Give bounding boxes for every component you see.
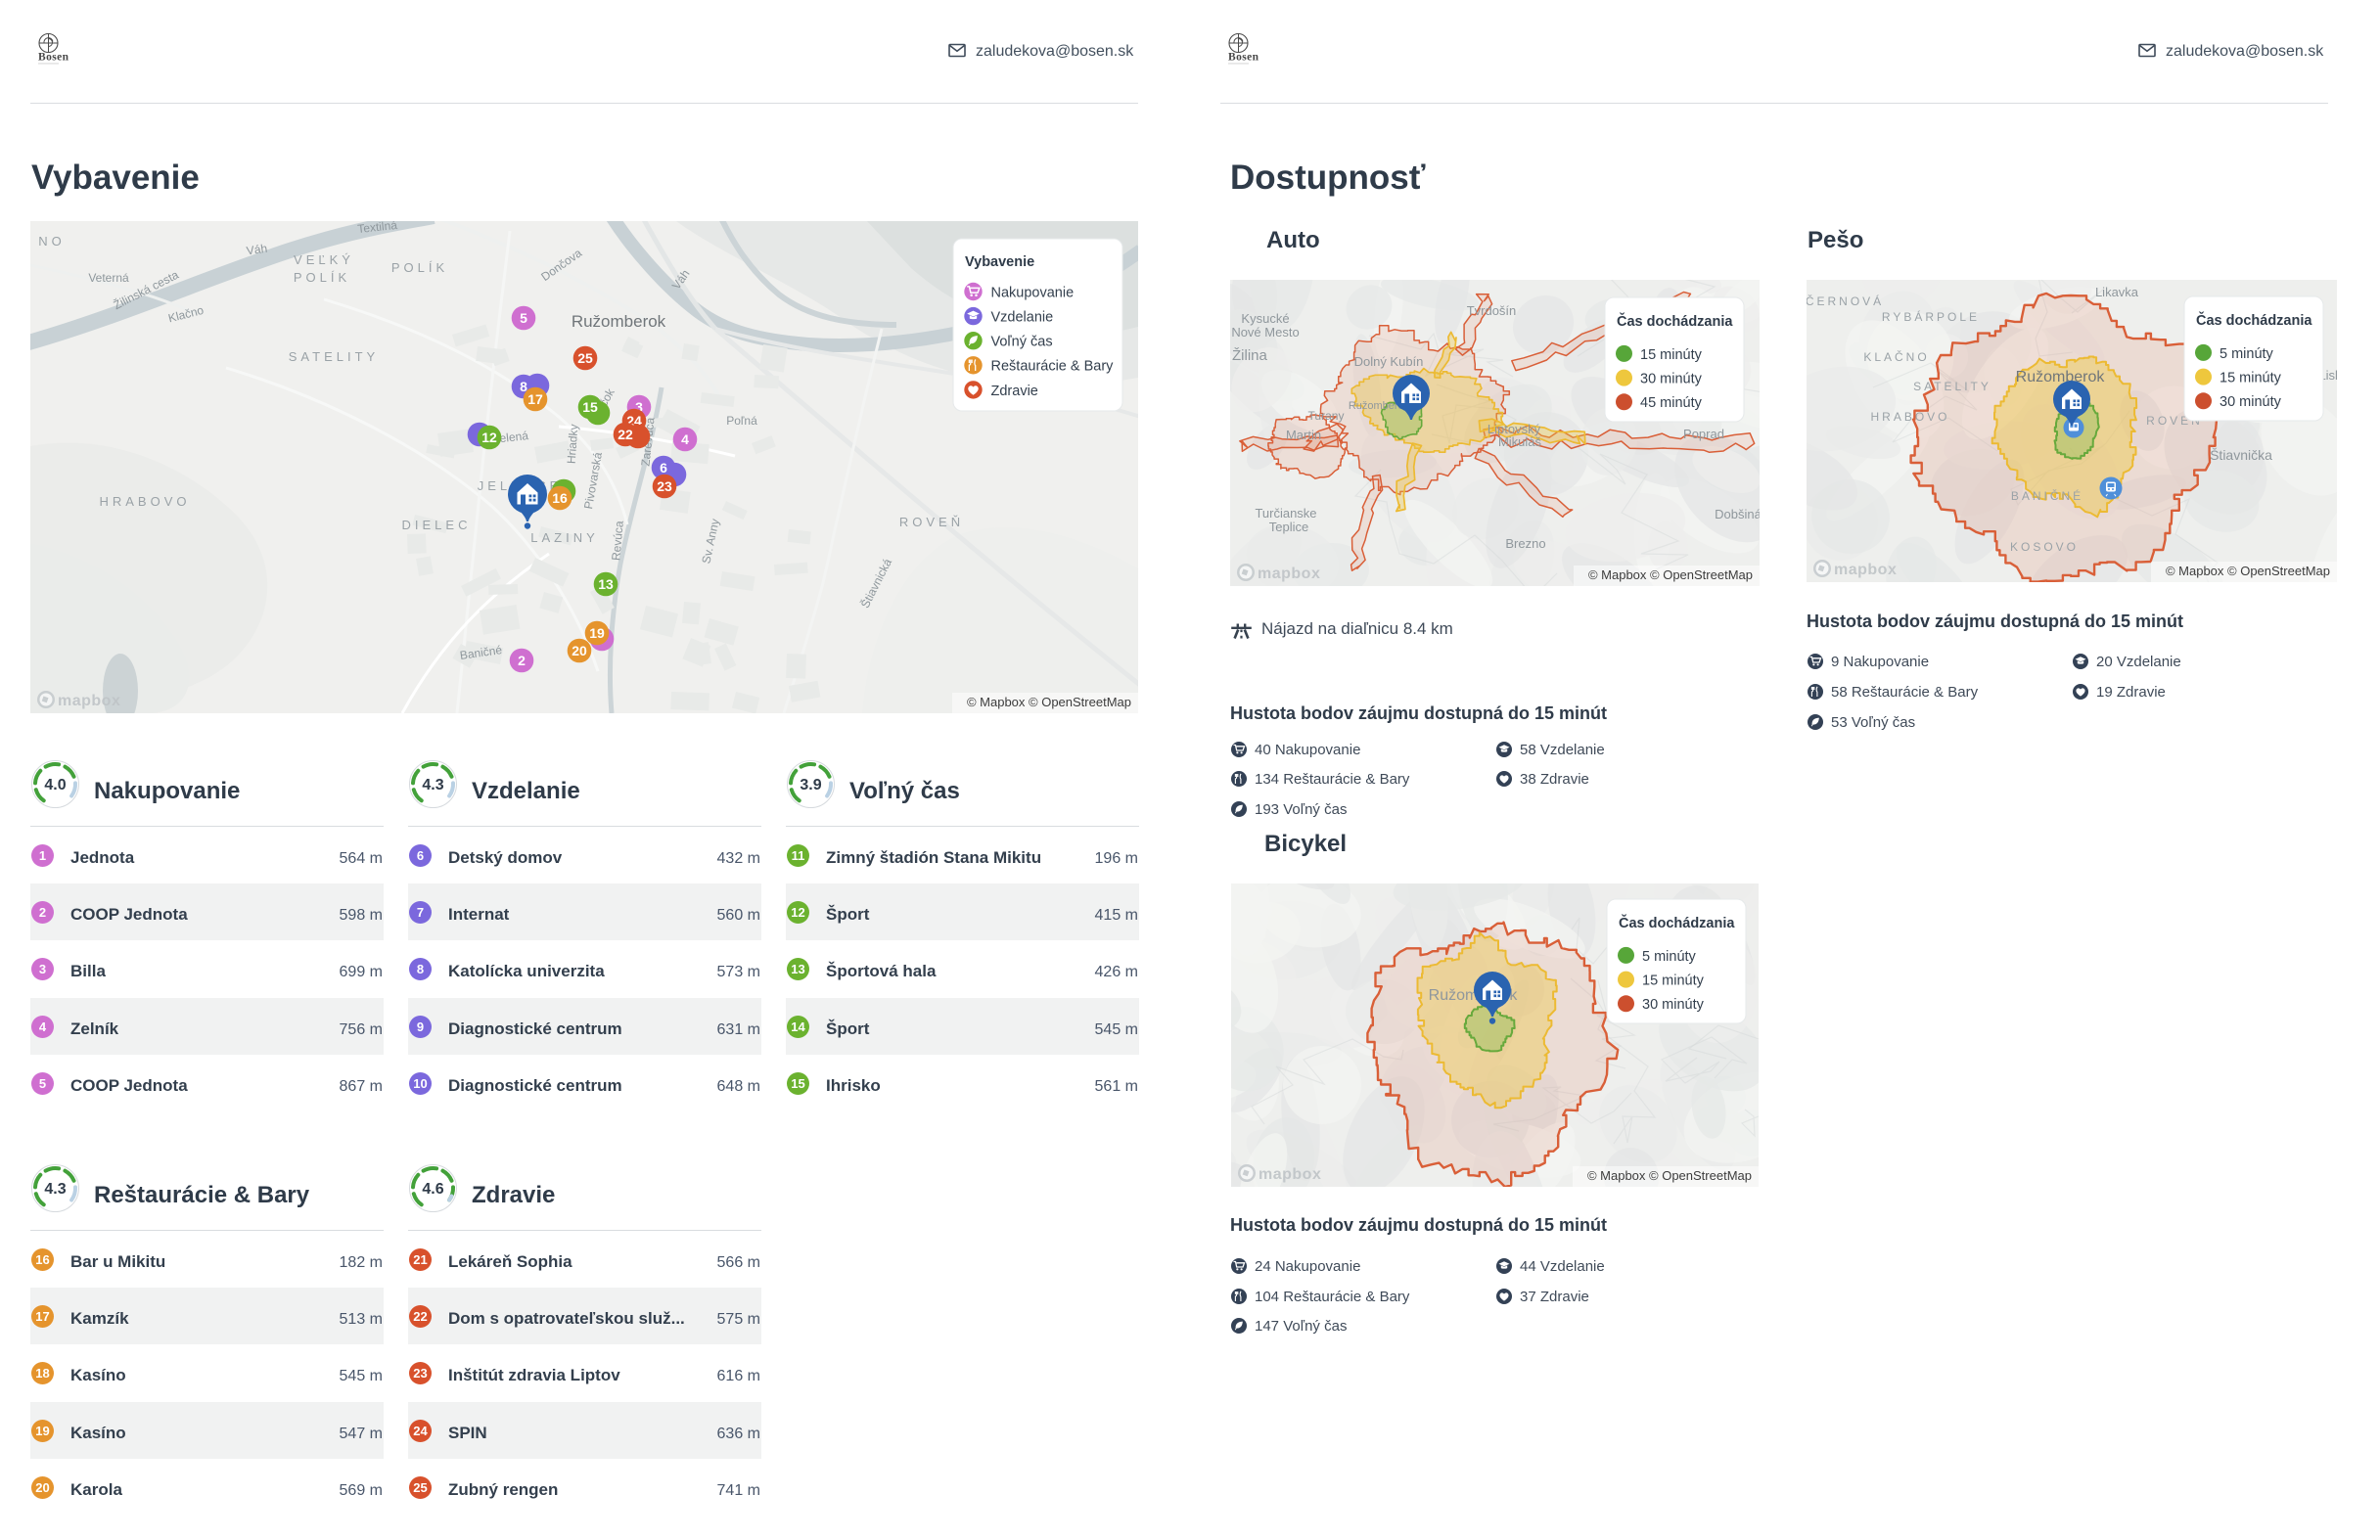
svg-text:Dolný Kubín: Dolný Kubín	[1354, 354, 1424, 369]
svg-text:3: 3	[635, 399, 643, 415]
svg-text:Veterná: Veterná	[88, 271, 129, 285]
svg-text:RYBÁRPOLE: RYBÁRPOLE	[1882, 309, 1980, 324]
svg-text:4.3: 4.3	[44, 1181, 66, 1198]
svg-text:Zelená: Zelená	[492, 429, 529, 446]
svg-text:ČERNOVÁ: ČERNOVÁ	[1807, 294, 1884, 308]
svg-text:Teplice: Teplice	[1269, 520, 1308, 534]
svg-text:3.9: 3.9	[800, 777, 821, 793]
svg-text:17: 17	[527, 391, 543, 407]
svg-text:8: 8	[520, 379, 527, 394]
svg-text:4.6: 4.6	[422, 1181, 443, 1198]
svg-text:5 minúty: 5 minúty	[2220, 346, 2274, 362]
svg-text:Baničné: Baničné	[459, 643, 503, 662]
svg-text:30 minúty: 30 minúty	[1640, 372, 1703, 387]
svg-text:Hriadky: Hriadky	[565, 424, 581, 465]
svg-text:Zdravie: Zdravie	[991, 384, 1038, 399]
svg-text:4.0: 4.0	[44, 777, 66, 793]
svg-text:Revúca: Revúca	[609, 520, 626, 561]
svg-text:Ružomberok: Ružomberok	[2016, 369, 2106, 385]
svg-text:Liptovský: Liptovský	[1488, 422, 1541, 436]
svg-text:Čas dochádzania: Čas dochádzania	[2196, 311, 2312, 329]
svg-text:BANIČNÉ: BANIČNÉ	[2011, 488, 2083, 503]
svg-text:mapbox: mapbox	[1259, 1166, 1321, 1183]
svg-text:20: 20	[572, 643, 587, 658]
svg-text:mapbox: mapbox	[1834, 562, 1897, 578]
svg-text:mapbox: mapbox	[58, 693, 120, 709]
svg-text:Bosen: Bosen	[1228, 52, 1259, 64]
svg-text:Voľný čas: Voľný čas	[991, 335, 1053, 350]
svg-text:Váh: Váh	[246, 242, 268, 258]
svg-text:KLAČNO: KLAČNO	[1863, 349, 1929, 364]
svg-text:Reštaurácie & Bary: Reštaurácie & Bary	[991, 359, 1115, 375]
svg-text:12: 12	[481, 430, 497, 445]
svg-text:Dobšiná: Dobšiná	[1715, 507, 1760, 521]
svg-text:Mikuláš: Mikuláš	[1498, 434, 1542, 449]
svg-text:Poprad: Poprad	[1683, 427, 1724, 441]
svg-text:16: 16	[552, 490, 568, 506]
svg-text:4: 4	[681, 431, 689, 447]
svg-text:19: 19	[589, 625, 605, 641]
svg-text:45 minúty: 45 minúty	[1640, 395, 1703, 411]
svg-text:Tvrdošín: Tvrdošín	[1467, 303, 1517, 318]
svg-text:25: 25	[577, 350, 593, 366]
svg-text:KOSOVO: KOSOVO	[2010, 540, 2079, 554]
svg-text:Poľná: Poľná	[726, 414, 757, 428]
svg-text:15 minúty: 15 minúty	[1642, 974, 1705, 989]
svg-text:VEĽKÝ: VEĽKÝ	[294, 252, 354, 267]
svg-text:30 minúty: 30 minúty	[1642, 997, 1705, 1013]
svg-text:Turany: Turany	[1308, 409, 1345, 423]
svg-text:Brezno: Brezno	[1505, 536, 1545, 551]
svg-text:Turčianske: Turčianske	[1255, 506, 1316, 521]
svg-text:HRABOVO: HRABOVO	[1870, 410, 1949, 424]
svg-text:DIELEC: DIELEC	[402, 518, 472, 532]
svg-text:15 minúty: 15 minúty	[1640, 347, 1703, 363]
svg-text:NO: NO	[38, 234, 66, 249]
svg-text:Kysucké: Kysucké	[1241, 311, 1289, 326]
svg-text:Likavka: Likavka	[2095, 285, 2139, 299]
svg-text:Textilná: Textilná	[357, 221, 398, 236]
svg-text:mapbox: mapbox	[1258, 566, 1320, 582]
svg-text:SATELITY: SATELITY	[1913, 380, 1991, 393]
svg-text:6: 6	[660, 460, 667, 476]
svg-text:5 minúty: 5 minúty	[1642, 949, 1697, 965]
svg-text:HRABOVO: HRABOVO	[99, 494, 190, 509]
svg-text:© Mapbox © OpenStreetMap: © Mapbox © OpenStreetMap	[1587, 1168, 1752, 1183]
svg-text:ROVEŇ: ROVEŇ	[899, 515, 964, 529]
svg-text:5: 5	[520, 310, 527, 326]
svg-text:Žilina: Žilina	[1232, 347, 1268, 364]
svg-text:15: 15	[582, 399, 598, 415]
svg-text:Bosen: Bosen	[38, 52, 69, 64]
svg-text:Martin: Martin	[1286, 428, 1321, 442]
svg-text:23: 23	[657, 478, 672, 494]
svg-text:2: 2	[518, 653, 526, 668]
svg-text:© Mapbox © OpenStreetMap: © Mapbox © OpenStreetMap	[967, 695, 1131, 709]
svg-text:© Mapbox © OpenStreetMap: © Mapbox © OpenStreetMap	[2166, 564, 2330, 578]
svg-text:SATELITY: SATELITY	[289, 349, 379, 364]
svg-text:Čas dochádzania: Čas dochádzania	[1617, 312, 1733, 330]
svg-text:LAZINY: LAZINY	[530, 530, 599, 545]
svg-text:Vybavenie: Vybavenie	[965, 254, 1034, 270]
svg-text:Nakupovanie: Nakupovanie	[991, 285, 1075, 300]
svg-text:13: 13	[598, 576, 614, 592]
svg-text:15 minúty: 15 minúty	[2220, 371, 2282, 386]
svg-text:Vzdelanie: Vzdelanie	[991, 310, 1054, 326]
svg-text:Ružomberok: Ružomberok	[572, 312, 666, 331]
svg-text:Nové Mesto: Nové Mesto	[1231, 325, 1299, 340]
svg-text:30 minúty: 30 minúty	[2220, 394, 2282, 410]
svg-text:Čas dochádzania: Čas dochádzania	[1619, 914, 1735, 931]
svg-text:4.3: 4.3	[422, 777, 443, 793]
svg-text:POLÍK: POLÍK	[294, 270, 350, 285]
svg-text:Ružomberok: Ružomberok	[1349, 400, 1410, 412]
svg-text:22: 22	[618, 427, 633, 442]
svg-text:© Mapbox © OpenStreetMap: © Mapbox © OpenStreetMap	[1588, 567, 1753, 582]
svg-text:POLÍK: POLÍK	[391, 260, 448, 275]
svg-text:Štiavnička: Štiavnička	[2210, 447, 2272, 463]
